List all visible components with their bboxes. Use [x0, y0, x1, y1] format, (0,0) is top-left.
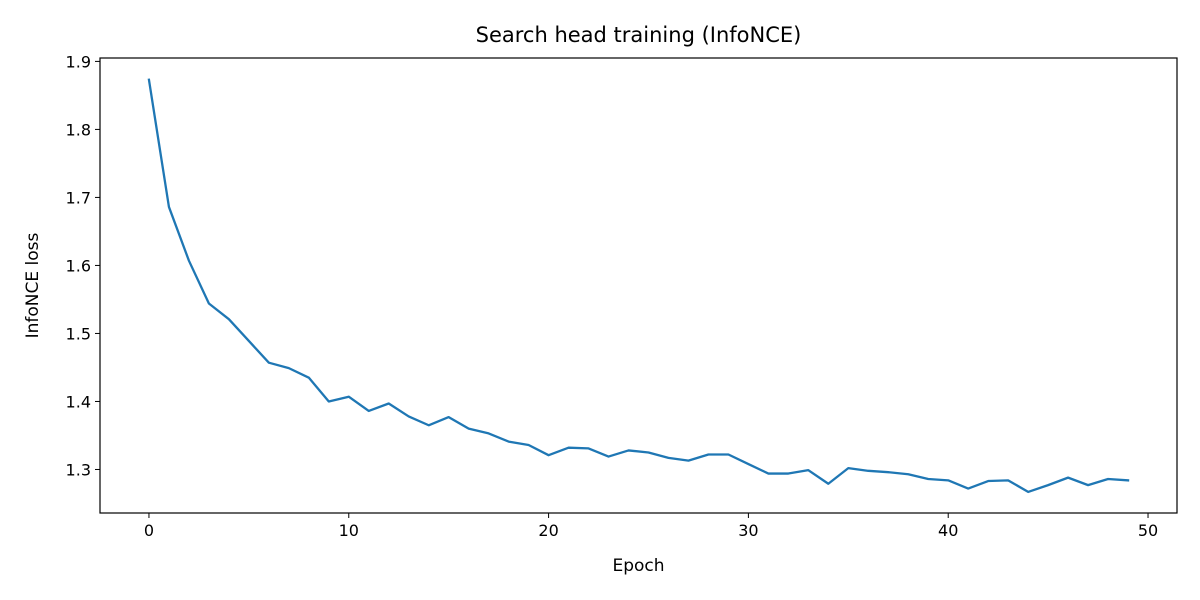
x-tick-label: 30	[738, 521, 758, 540]
axes-frame	[99, 57, 1178, 514]
y-axis-label: InfoNCE loss	[23, 232, 43, 338]
x-axis: 0 10 20 30 40 50	[144, 513, 1158, 540]
chart-title: Search head training (InfoNCE)	[476, 23, 802, 47]
x-tick-label: 10	[339, 521, 359, 540]
y-tick-label: 1.5	[66, 324, 91, 343]
plot-area	[147, 78, 1130, 494]
x-tick-label: 0	[144, 521, 154, 540]
x-axis-label: Epoch	[612, 556, 664, 576]
y-tick-label: 1.6	[66, 256, 91, 275]
series-line	[147, 78, 1130, 494]
x-tick-label: 20	[538, 521, 558, 540]
y-axis: 1.3 1.4 1.5 1.6 1.7 1.8 1.9	[66, 52, 100, 479]
y-tick-label: 1.4	[66, 392, 91, 411]
x-tick-label: 40	[938, 521, 958, 540]
y-tick-label: 1.7	[66, 188, 91, 207]
y-tick-label: 1.3	[66, 460, 91, 479]
y-tick-label: 1.8	[66, 120, 91, 139]
x-tick-label: 50	[1138, 521, 1158, 540]
y-tick-label: 1.9	[66, 52, 91, 71]
